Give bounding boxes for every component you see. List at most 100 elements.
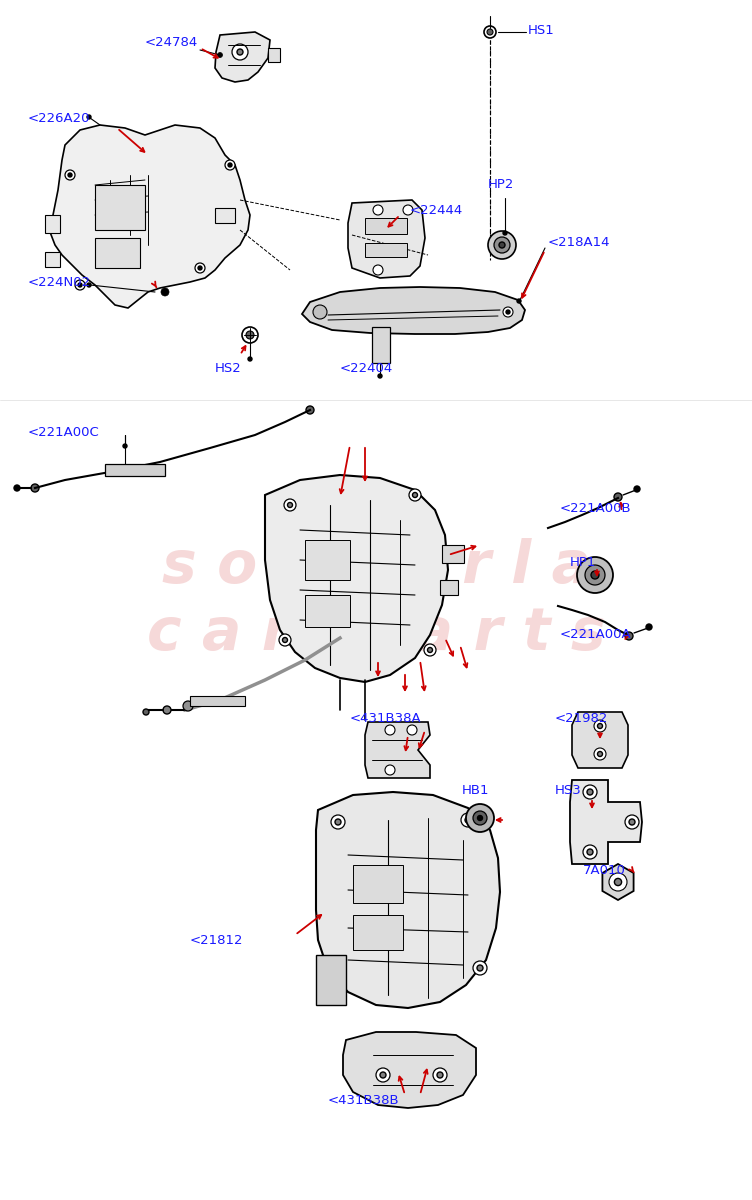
Circle shape <box>591 571 599 578</box>
Circle shape <box>65 170 75 180</box>
Circle shape <box>163 706 171 714</box>
Circle shape <box>517 299 521 302</box>
Bar <box>95 238 140 268</box>
Circle shape <box>609 874 627 890</box>
Circle shape <box>326 974 336 985</box>
Circle shape <box>473 811 487 826</box>
Text: HS2: HS2 <box>215 361 241 374</box>
Circle shape <box>427 648 432 653</box>
Text: <221A00B: <221A00B <box>560 502 632 515</box>
Circle shape <box>237 49 243 55</box>
Circle shape <box>625 632 633 640</box>
Circle shape <box>75 280 85 290</box>
Text: <22444: <22444 <box>410 204 463 216</box>
Circle shape <box>465 817 471 823</box>
Bar <box>353 865 403 902</box>
Circle shape <box>587 790 593 794</box>
Text: HP1: HP1 <box>570 556 596 569</box>
Circle shape <box>14 485 20 491</box>
Circle shape <box>378 374 382 378</box>
Circle shape <box>503 230 507 235</box>
Polygon shape <box>365 722 430 778</box>
Circle shape <box>183 701 193 710</box>
Circle shape <box>488 230 516 259</box>
Text: <224N02: <224N02 <box>28 276 91 289</box>
Bar <box>316 955 346 1006</box>
Text: <22404: <22404 <box>340 361 393 374</box>
Circle shape <box>598 724 602 728</box>
Circle shape <box>461 814 475 827</box>
Circle shape <box>242 326 258 343</box>
Bar <box>190 696 245 706</box>
Text: <21982: <21982 <box>555 712 608 725</box>
Circle shape <box>279 634 291 646</box>
Bar <box>45 252 60 266</box>
Circle shape <box>499 242 505 248</box>
Circle shape <box>407 725 417 734</box>
Circle shape <box>246 331 254 338</box>
Text: <221A00A: <221A00A <box>560 629 632 642</box>
Circle shape <box>143 709 149 715</box>
Bar <box>440 580 458 595</box>
Bar <box>365 218 407 234</box>
Bar <box>372 326 390 362</box>
Text: 7A010: 7A010 <box>583 864 626 876</box>
Bar <box>305 595 350 626</box>
Circle shape <box>335 818 341 826</box>
Circle shape <box>123 467 128 472</box>
Circle shape <box>473 961 487 974</box>
Circle shape <box>376 1068 390 1082</box>
Circle shape <box>585 565 605 584</box>
Bar <box>105 464 165 476</box>
Text: HP2: HP2 <box>488 179 514 192</box>
Bar <box>95 185 145 230</box>
Text: HS3: HS3 <box>555 784 582 797</box>
Circle shape <box>385 766 395 775</box>
Circle shape <box>161 288 169 296</box>
Circle shape <box>614 493 622 502</box>
Text: <226A20: <226A20 <box>28 112 90 125</box>
Circle shape <box>380 1072 386 1078</box>
Circle shape <box>373 205 383 215</box>
Text: HB1: HB1 <box>462 784 490 797</box>
Text: <218A14: <218A14 <box>548 235 611 248</box>
Bar <box>365 242 407 257</box>
Bar <box>215 208 235 223</box>
Circle shape <box>478 816 483 821</box>
Circle shape <box>385 725 395 734</box>
Circle shape <box>583 845 597 859</box>
Circle shape <box>646 624 652 630</box>
Circle shape <box>503 307 513 317</box>
Circle shape <box>594 720 606 732</box>
Circle shape <box>625 815 639 829</box>
Circle shape <box>403 205 413 215</box>
Circle shape <box>87 283 91 287</box>
Polygon shape <box>570 780 642 864</box>
Bar <box>45 215 60 233</box>
Circle shape <box>68 173 72 176</box>
Circle shape <box>329 965 343 979</box>
Circle shape <box>78 283 82 287</box>
Text: <431B38A: <431B38A <box>350 712 422 725</box>
Polygon shape <box>50 125 250 308</box>
Text: <21812: <21812 <box>190 934 244 947</box>
Circle shape <box>284 499 296 511</box>
Circle shape <box>306 406 314 414</box>
Circle shape <box>424 644 436 656</box>
Circle shape <box>634 486 640 492</box>
Circle shape <box>477 965 483 971</box>
Polygon shape <box>348 200 425 278</box>
Circle shape <box>225 160 235 170</box>
Circle shape <box>487 29 493 35</box>
Polygon shape <box>215 32 270 82</box>
Bar <box>305 540 350 580</box>
Circle shape <box>494 236 510 253</box>
Polygon shape <box>343 1032 476 1108</box>
Circle shape <box>31 484 39 492</box>
Circle shape <box>373 265 383 275</box>
Bar <box>442 545 464 563</box>
Circle shape <box>333 970 339 974</box>
Circle shape <box>331 815 345 829</box>
Circle shape <box>433 1068 447 1082</box>
Bar <box>268 48 280 62</box>
